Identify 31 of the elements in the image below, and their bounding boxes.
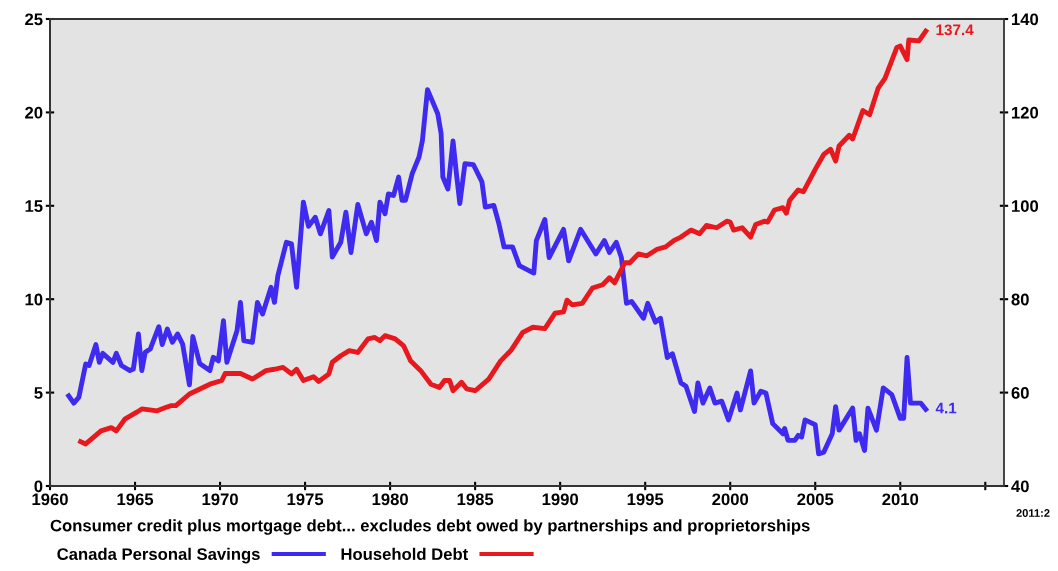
- y-tick-label: 15: [25, 200, 43, 212]
- legend-label: Household Debt: [341, 547, 469, 561]
- y2-tick-label: 80: [1011, 293, 1029, 306]
- x-tick-label: 1990: [542, 493, 579, 506]
- text: Consumer credit plus mortgage debt... excludes debt owed by partnerships and proprietorships: [50, 519, 810, 535]
- y-tick-label: 20: [25, 106, 43, 119]
- x-tick-label: 2000: [712, 493, 749, 506]
- x-tick-label: 1995: [627, 493, 664, 506]
- line-series: [66, 87, 929, 457]
- x-tick-label: 2010: [882, 493, 919, 506]
- x-tick-label: 1975: [287, 493, 324, 506]
- y-tick-label: 5: [34, 387, 43, 399]
- x-tick-label: 1960: [32, 493, 68, 506]
- data-label: 4.1: [935, 402, 957, 414]
- y2-tick-label: 60: [1011, 387, 1029, 399]
- y2-tick-label: 40: [1011, 480, 1029, 493]
- x-tick-label: 1970: [202, 493, 238, 506]
- data-label: 137.4: [936, 24, 974, 36]
- legend-label: Canada Personal Savings: [57, 547, 260, 564]
- x-tick-label: 1980: [372, 493, 408, 506]
- x-tick-label: 2005: [797, 493, 834, 506]
- y-tick-label: 25: [25, 13, 43, 26]
- y-tick-label: 0: [34, 480, 43, 493]
- line-series: [78, 28, 929, 447]
- y2-tick-label: 140: [1011, 13, 1039, 26]
- x-tick-label: 1985: [457, 493, 494, 506]
- text: 2011:2: [1016, 509, 1050, 517]
- x-tick-label: 1965: [117, 493, 154, 506]
- y-tick-label: 10: [25, 293, 43, 306]
- y2-tick-label: 120: [1011, 106, 1039, 119]
- y2-tick-label: 100: [1011, 200, 1039, 212]
